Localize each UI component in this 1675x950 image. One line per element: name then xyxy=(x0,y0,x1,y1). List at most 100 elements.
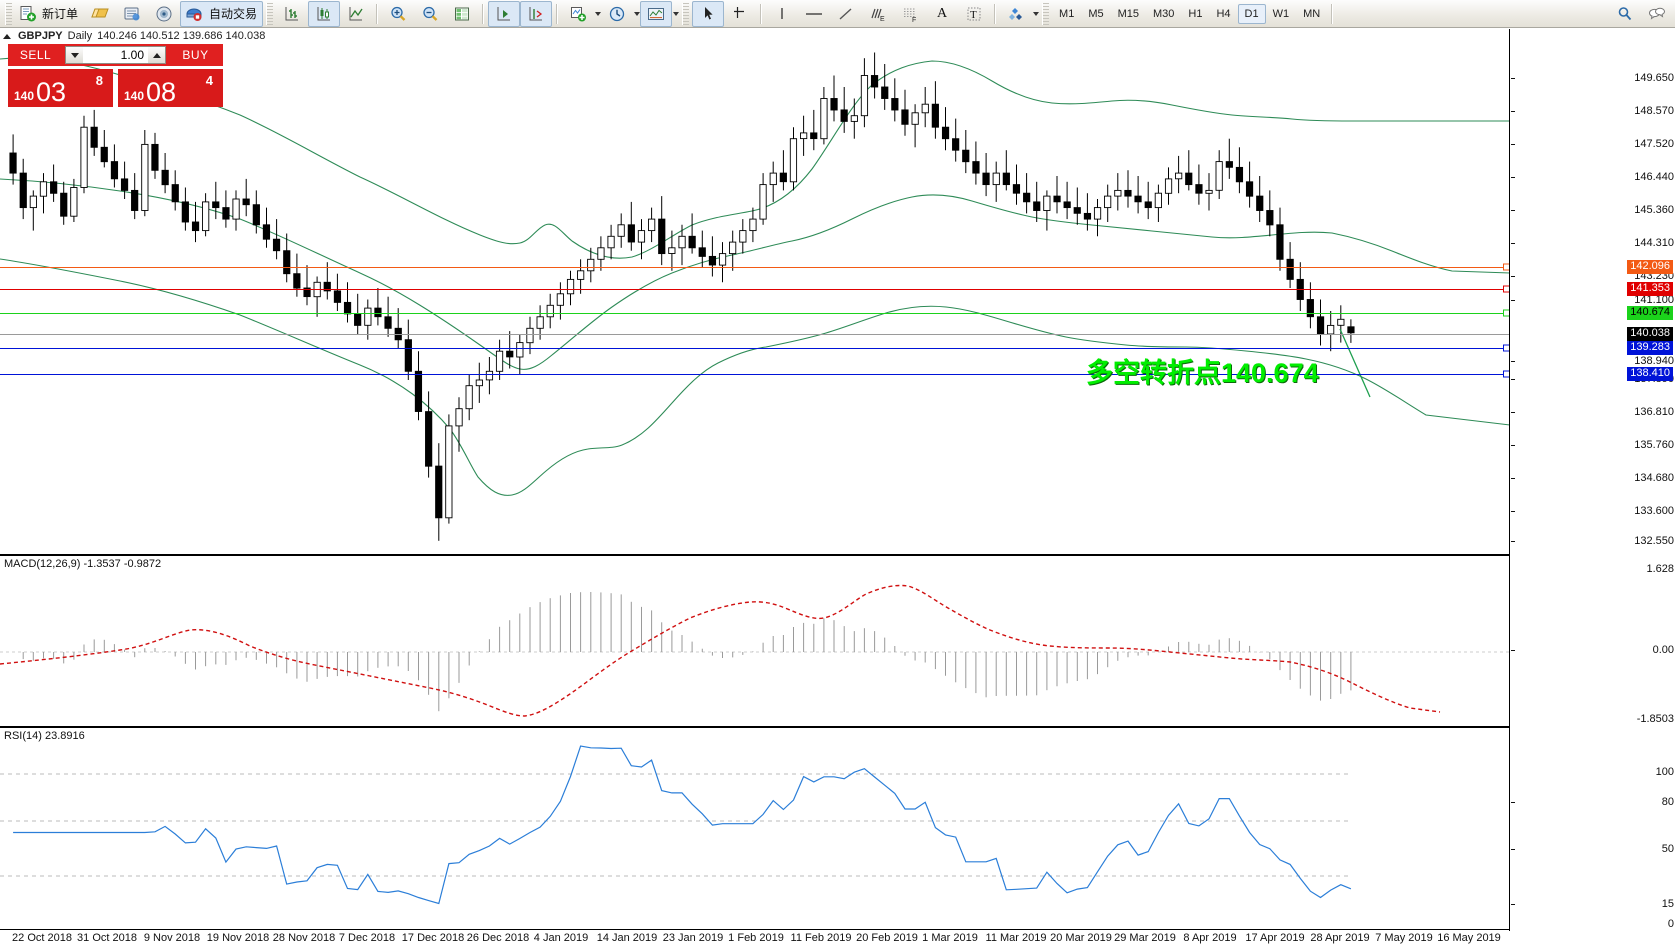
chart-annotation[interactable]: 多空转折点140.674 xyxy=(1086,358,1319,388)
toolbar-separator xyxy=(376,3,379,24)
crosshair-button[interactable] xyxy=(724,1,756,27)
buy-price-box[interactable]: 140 08 4 xyxy=(118,69,223,107)
shapes-dropdown-caret[interactable] xyxy=(1033,11,1040,16)
collapse-triangle-icon[interactable] xyxy=(3,33,11,39)
chart-ohlc: 140.246 140.512 139.686 140.038 xyxy=(97,30,266,42)
sell-price-box[interactable]: 140 03 8 xyxy=(8,69,113,107)
elliott-wave-button[interactable]: E xyxy=(862,1,894,27)
timeframe-h4[interactable]: H4 xyxy=(1216,7,1231,20)
date-tick: 8 Apr 2019 xyxy=(1183,932,1237,944)
periods-icon xyxy=(609,6,625,21)
level-line-support-2[interactable] xyxy=(0,374,1510,375)
chat-icon xyxy=(1649,7,1665,20)
level-label-support-2[interactable]: 138.410 xyxy=(1627,367,1673,381)
oct-top-row: SELL 1.00 BUY xyxy=(8,44,223,66)
timeframe-m30[interactable]: M30 xyxy=(1153,7,1175,20)
indicators-button[interactable] xyxy=(562,1,594,27)
volume-control: 1.00 xyxy=(63,44,168,66)
bar-chart-icon xyxy=(285,6,299,20)
level-line-support-1[interactable] xyxy=(0,348,1510,349)
timeframe-mn[interactable]: MN xyxy=(1303,7,1321,20)
toolbar-grip[interactable] xyxy=(5,2,12,25)
auto-scroll-button[interactable] xyxy=(520,0,553,27)
periods-button[interactable] xyxy=(601,1,633,27)
navigator-button[interactable] xyxy=(148,1,180,27)
chart-window[interactable]: GBPJPY Daily 140.246 140.512 139.686 140… xyxy=(0,28,1675,950)
macd-plot xyxy=(0,584,1510,717)
new-order-button[interactable]: 新订单 xyxy=(15,1,84,27)
date-axis[interactable]: 22 Oct 2018 31 Oct 2018 9 Nov 2018 19 No… xyxy=(0,929,1510,950)
text-button[interactable]: A xyxy=(926,1,958,27)
timeframe-m1[interactable]: M1 xyxy=(1059,7,1075,20)
price-pane xyxy=(0,52,1510,541)
timeframe-d1[interactable]: D1 xyxy=(1237,3,1266,24)
text-label-icon: T xyxy=(967,7,981,21)
autotrading-button[interactable]: 自动交易 xyxy=(180,0,264,27)
price-tick: 148.570 xyxy=(1634,105,1674,117)
level-line-resistance-1[interactable] xyxy=(0,289,1510,290)
trendline-button[interactable] xyxy=(830,1,862,27)
horizontal-line-button[interactable] xyxy=(798,1,830,27)
timeframe-w1[interactable]: W1 xyxy=(1272,7,1290,20)
indicators-dropdown-caret[interactable] xyxy=(595,11,602,16)
templates-dropdown-caret[interactable] xyxy=(673,11,680,16)
one-click-trading-panel[interactable]: SELL 1.00 BUY 140 03 8 xyxy=(8,44,223,107)
price-tick: 149.650 xyxy=(1634,72,1674,84)
fibonacci-button[interactable]: F xyxy=(894,1,926,27)
date-tick: 9 Nov 2018 xyxy=(143,932,201,944)
price-tick: 138.940 xyxy=(1634,355,1674,367)
candlestick-chart-button[interactable] xyxy=(308,0,341,27)
folder-icon xyxy=(91,8,109,17)
chat-button[interactable] xyxy=(1641,1,1673,27)
zoom-in-icon xyxy=(391,6,406,21)
search-button[interactable] xyxy=(1609,1,1641,27)
shapes-button[interactable] xyxy=(1000,1,1032,27)
folder-button[interactable] xyxy=(84,1,116,27)
rsi-tick: 15 xyxy=(1661,898,1674,910)
vline-icon xyxy=(781,7,783,19)
vertical-line-button[interactable] xyxy=(766,1,798,27)
timeframe-m5[interactable]: M5 xyxy=(1088,7,1104,20)
volume-dropdown-button[interactable] xyxy=(65,46,83,64)
rsi-tick: 0 xyxy=(1667,918,1674,930)
linebar-grip[interactable] xyxy=(682,2,690,25)
periods-dropdown-caret[interactable] xyxy=(634,11,641,16)
zoom-out-button[interactable] xyxy=(414,1,446,27)
data-window-button[interactable] xyxy=(446,1,478,27)
buy-button[interactable]: BUY xyxy=(168,44,223,66)
chart-shift-button[interactable] xyxy=(488,0,521,27)
candlestick-series xyxy=(9,52,1355,541)
rsi-tick: 50 xyxy=(1661,843,1674,855)
rsi-plot xyxy=(0,745,1352,905)
zoom-in-button[interactable] xyxy=(382,1,414,27)
timeframe-h1[interactable]: H1 xyxy=(1188,7,1203,20)
text-label-button[interactable]: T xyxy=(958,1,990,27)
sell-price-main: 03 xyxy=(36,77,67,107)
templates-button[interactable] xyxy=(640,0,673,27)
price-tick: 141.100 xyxy=(1634,294,1674,306)
toolbar-separator-2 xyxy=(482,3,485,24)
date-tick: 11 Mar 2019 xyxy=(985,932,1047,944)
chartbar-grip[interactable] xyxy=(266,2,274,25)
rsi-pane[interactable]: RSI(14) 23.8916 xyxy=(0,726,1510,931)
periodbar-grip[interactable] xyxy=(1042,2,1050,25)
volume-increment-button[interactable] xyxy=(148,46,166,64)
macd-tick: 1.628 xyxy=(1646,563,1674,575)
volume-input[interactable]: 1.00 xyxy=(83,46,148,64)
line-chart-button[interactable] xyxy=(340,1,372,27)
bar-chart-button[interactable] xyxy=(276,1,308,27)
timeframe-m15[interactable]: M15 xyxy=(1117,7,1139,20)
level-line-pivot[interactable] xyxy=(0,313,1510,314)
price-axis[interactable]: 149.650 148.570 147.520 146.440 145.360 … xyxy=(1510,29,1675,950)
level-label-support-1[interactable]: 139.283 xyxy=(1627,341,1673,355)
chart-symbol: GBPJPY xyxy=(18,30,63,42)
trend-line xyxy=(1339,328,1371,398)
sell-button[interactable]: SELL xyxy=(8,44,63,66)
level-label-resistance-2[interactable]: 142.096 xyxy=(1627,260,1673,274)
level-label-resistance-1[interactable]: 141.353 xyxy=(1627,282,1673,296)
cursor-button[interactable] xyxy=(692,0,725,27)
terminal-button[interactable] xyxy=(116,1,148,27)
level-label-pivot[interactable]: 140.674 xyxy=(1627,306,1673,320)
macd-pane[interactable]: MACD(12,26,9) -1.3537 -0.9872 xyxy=(0,554,1510,726)
level-line-resistance-2[interactable] xyxy=(0,267,1510,268)
